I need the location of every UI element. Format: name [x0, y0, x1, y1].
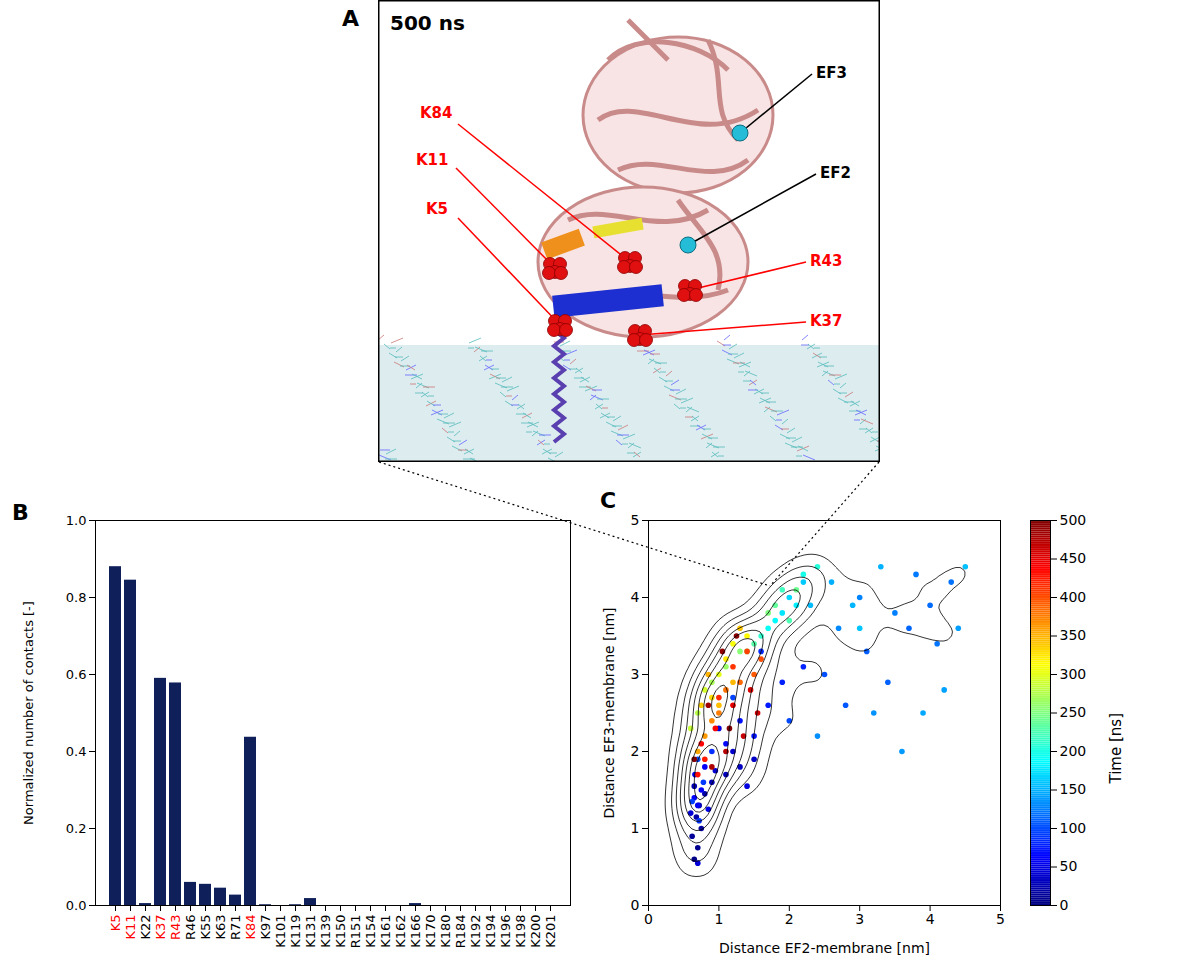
- svg-text:K192: K192: [468, 915, 483, 948]
- svg-text:300: 300: [1060, 666, 1087, 682]
- svg-text:K11: K11: [123, 915, 138, 940]
- svg-text:K84: K84: [243, 915, 258, 940]
- svg-text:Distance EF3-membrane [nm]: Distance EF3-membrane [nm]: [601, 607, 617, 818]
- svg-text:K161: K161: [378, 915, 393, 948]
- svg-text:K131: K131: [303, 915, 318, 948]
- svg-text:R46: R46: [183, 915, 198, 941]
- svg-text:K170: K170: [423, 915, 438, 948]
- svg-text:K150: K150: [333, 915, 348, 948]
- svg-text:R43: R43: [810, 252, 842, 270]
- svg-text:K198: K198: [513, 915, 528, 948]
- svg-text:R151: R151: [348, 915, 363, 949]
- svg-text:K101: K101: [273, 915, 288, 948]
- svg-text:K162: K162: [393, 915, 408, 948]
- svg-text:K84: K84: [420, 104, 453, 122]
- svg-text:400: 400: [1060, 589, 1087, 605]
- svg-text:2: 2: [631, 743, 640, 759]
- svg-text:0: 0: [1060, 897, 1069, 913]
- html-text:A: A: [342, 6, 359, 31]
- svg-text:K154: K154: [363, 915, 378, 948]
- svg-text:Distance EF2-membrane [nm]: Distance EF2-membrane [nm]: [719, 940, 930, 955]
- svg-text:0.6: 0.6: [66, 667, 87, 682]
- svg-text:K11: K11: [416, 151, 449, 169]
- svg-text:4: 4: [926, 911, 935, 927]
- svg-text:K5: K5: [108, 915, 123, 932]
- html-text:C: C: [600, 488, 617, 513]
- svg-text:3: 3: [631, 666, 640, 682]
- svg-text:EF2: EF2: [820, 164, 851, 182]
- svg-text:250: 250: [1060, 704, 1087, 720]
- svg-text:Time [ns]: Time [ns]: [1107, 713, 1125, 785]
- svg-text:450: 450: [1060, 550, 1087, 566]
- svg-text:EF3: EF3: [816, 64, 847, 82]
- svg-text:1: 1: [714, 911, 723, 927]
- svg-text:5: 5: [631, 512, 640, 528]
- svg-text:3: 3: [855, 911, 864, 927]
- svg-text:50: 50: [1060, 858, 1078, 874]
- svg-text:K37: K37: [810, 312, 843, 330]
- svg-text:0.8: 0.8: [66, 590, 87, 605]
- svg-text:4: 4: [631, 589, 640, 605]
- svg-text:0.0: 0.0: [66, 898, 87, 913]
- svg-text:R71: R71: [228, 915, 243, 941]
- svg-text:K22: K22: [138, 915, 153, 940]
- svg-text:K200: K200: [528, 915, 543, 948]
- svg-text:350: 350: [1060, 627, 1087, 643]
- svg-text:0.2: 0.2: [66, 821, 87, 836]
- svg-text:500 ns: 500 ns: [390, 11, 465, 35]
- svg-text:K166: K166: [408, 915, 423, 948]
- svg-text:100: 100: [1060, 820, 1087, 836]
- svg-text:K139: K139: [318, 915, 333, 948]
- svg-text:K119: K119: [288, 915, 303, 948]
- svg-text:5: 5: [996, 911, 1005, 927]
- svg-text:K63: K63: [213, 915, 228, 940]
- svg-text:K180: K180: [438, 915, 453, 948]
- svg-text:0: 0: [631, 897, 640, 913]
- svg-text:1.0: 1.0: [66, 513, 87, 528]
- svg-text:2: 2: [785, 911, 794, 927]
- svg-text:500: 500: [1060, 512, 1087, 528]
- html-text:B: B: [12, 500, 29, 525]
- svg-text:K196: K196: [498, 915, 513, 948]
- svg-text:0.4: 0.4: [66, 744, 87, 759]
- svg-text:Normalized number of contacts: Normalized number of contacts [-]: [21, 601, 36, 825]
- svg-text:K97: K97: [258, 915, 273, 940]
- svg-text:200: 200: [1060, 743, 1087, 759]
- svg-text:0: 0: [644, 911, 653, 927]
- svg-text:150: 150: [1060, 781, 1087, 797]
- svg-text:1: 1: [631, 820, 640, 836]
- svg-text:K201: K201: [543, 915, 558, 948]
- svg-text:R184: R184: [453, 915, 468, 949]
- svg-text:K5: K5: [426, 200, 448, 218]
- svg-text:R43: R43: [168, 915, 183, 941]
- svg-text:K55: K55: [198, 915, 213, 940]
- svg-text:K37: K37: [153, 915, 168, 940]
- svg-text:K194: K194: [483, 915, 498, 948]
